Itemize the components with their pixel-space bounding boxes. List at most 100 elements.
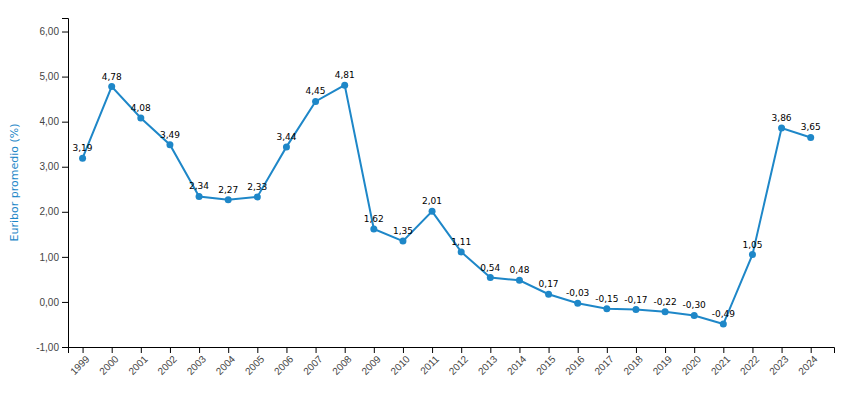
y-tick: -1,00 — [36, 342, 68, 353]
data-label: -0,22 — [653, 297, 676, 307]
point — [225, 196, 232, 203]
x-tick-mark — [665, 347, 666, 353]
x-tick-label: 2011 — [418, 353, 441, 376]
x-tick: 2019 — [651, 347, 675, 377]
x-tick: 2023 — [767, 347, 791, 377]
x-tick-mark — [782, 347, 783, 353]
x-tick-label: 2009 — [359, 353, 383, 377]
x-tick-mark — [374, 347, 375, 353]
x-tick-mark — [578, 347, 579, 353]
data-label: -0,03 — [566, 288, 589, 298]
data-label: 3,86 — [772, 113, 792, 123]
point — [370, 225, 377, 232]
x-tick-mark — [199, 347, 200, 353]
data-label: -0,15 — [595, 294, 618, 304]
x-tick: 2020 — [680, 347, 704, 377]
point — [254, 193, 261, 200]
y-tick-label: 4,00 — [40, 116, 60, 127]
x-tick-mark — [316, 347, 317, 353]
x-tick: 2006 — [272, 347, 296, 377]
x-tick-label: 2024 — [796, 353, 820, 377]
x-axis-line — [69, 348, 835, 354]
data-label: 1,62 — [364, 214, 384, 224]
x-tick: 2007 — [301, 347, 325, 377]
y-tick-label: -1,00 — [36, 342, 59, 353]
x-tick: 2012 — [447, 347, 471, 377]
x-tick: 2004 — [214, 347, 238, 377]
y-axis: -1,000,001,002,003,004,005,006,00 — [36, 19, 68, 353]
y-tick-mark — [62, 212, 68, 213]
point — [196, 193, 203, 200]
x-tick-mark — [549, 347, 550, 353]
y-axis-line — [62, 19, 69, 348]
x-tick: 2008 — [330, 347, 354, 377]
x-tick-mark — [286, 347, 287, 353]
data-label: 3,44 — [276, 132, 296, 142]
x-tick: 2017 — [592, 347, 616, 377]
x-tick-mark — [694, 347, 695, 353]
point — [545, 291, 552, 298]
x-tick-label: 2012 — [447, 353, 471, 377]
x-tick: 2016 — [563, 347, 587, 377]
x-tick-mark — [83, 347, 84, 353]
data-label: 4,78 — [102, 72, 122, 82]
y-tick: 3,00 — [40, 161, 68, 172]
data-label: 4,08 — [131, 103, 151, 113]
data-label: 2,34 — [189, 181, 209, 191]
x-tick-mark — [403, 347, 404, 353]
x-tick: 2014 — [505, 347, 529, 377]
data-label: 2,33 — [247, 182, 267, 192]
x-tick-label: 2015 — [534, 353, 558, 377]
x-tick: 2010 — [388, 347, 412, 377]
y-tick: 4,00 — [40, 116, 68, 127]
data-label: 3,19 — [73, 143, 93, 153]
x-tick-mark — [519, 347, 520, 353]
y-tick-mark — [62, 122, 68, 123]
point — [312, 98, 319, 105]
y-tick-mark — [62, 77, 68, 78]
data-label: 1,05 — [742, 240, 762, 250]
x-tick-label: 2022 — [738, 353, 762, 377]
x-tick-label: 2003 — [185, 353, 209, 377]
x-tick-label: 2013 — [476, 353, 500, 377]
x-tick-label: 2023 — [767, 353, 791, 377]
x-tick-label: 2017 — [592, 353, 616, 377]
point — [429, 208, 436, 215]
y-tick: 1,00 — [40, 252, 68, 263]
x-tick-label: 2000 — [97, 353, 121, 377]
x-tick-label: 2021 — [709, 353, 733, 377]
point — [749, 251, 756, 258]
y-tick: 6,00 — [40, 26, 68, 37]
data-label: 1,11 — [451, 237, 471, 247]
point — [516, 277, 523, 284]
x-tick: 2024 — [796, 347, 820, 377]
x-tick-label: 2018 — [621, 353, 645, 377]
x-tick-label: 2005 — [243, 353, 267, 377]
x-tick-mark — [607, 347, 608, 353]
x-tick-mark — [432, 347, 433, 353]
x-tick: 2022 — [738, 347, 762, 377]
x-axis: 1999200020012002200320042005200620072008… — [68, 347, 834, 377]
data-label: 3,65 — [801, 122, 821, 132]
point — [691, 312, 698, 319]
point — [399, 238, 406, 245]
point — [283, 143, 290, 150]
x-tick-label: 2019 — [651, 353, 675, 377]
data-label: 4,45 — [306, 86, 326, 96]
x-tick: 2021 — [709, 347, 733, 377]
point — [487, 274, 494, 281]
point — [632, 306, 639, 313]
x-tick-mark — [752, 347, 753, 353]
point — [137, 115, 144, 122]
x-tick-mark — [141, 347, 142, 353]
x-tick: 2009 — [359, 347, 383, 377]
x-tick: 2005 — [243, 347, 267, 377]
chart: 1999200020012002200320042005200620072008… — [0, 0, 856, 395]
x-tick-label: 2016 — [563, 353, 587, 377]
y-tick-label: 0,00 — [40, 297, 60, 308]
x-tick-label: 2006 — [272, 353, 296, 377]
data-label: 0,48 — [509, 265, 529, 275]
data-labels: 3,194,784,083,492,342,272,333,444,454,81… — [73, 70, 821, 319]
point — [603, 305, 610, 312]
data-label: 4,81 — [335, 70, 355, 80]
